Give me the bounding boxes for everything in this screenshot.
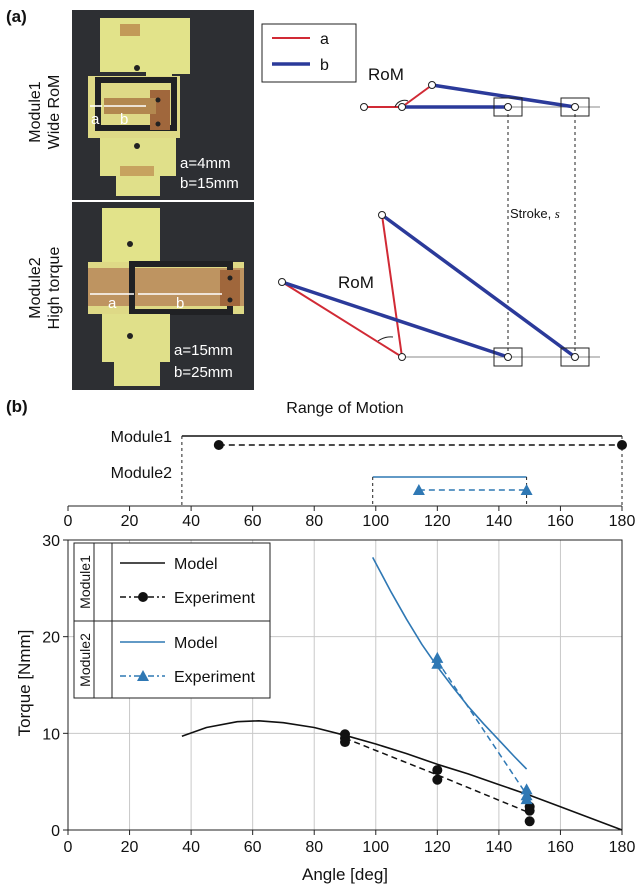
stroke-label: Stroke, s [510, 206, 560, 221]
top-x-tick-label: 0 [64, 513, 73, 530]
legend-a-label: a [320, 31, 329, 48]
module1-dim-b: b=15mm [180, 175, 239, 192]
module1-experiment-point [432, 765, 443, 776]
x-tick-label: 80 [305, 839, 323, 856]
mechanism-diagram: RoM RoM Stroke, s [278, 65, 600, 367]
module1-photo: a b a=4mm b=15mm [72, 10, 254, 200]
legend-group-module2: Module2 [77, 633, 93, 687]
module2-b-mark: b [176, 295, 184, 312]
module1-experiment-point [432, 774, 443, 785]
module2-name-line1: Module2 [27, 257, 44, 318]
module1-row-label: Module1 Wide RoM [27, 75, 63, 150]
module1-name-line2: Wide RoM [46, 75, 63, 150]
module2-photo: a b a=15mm b=25mm [72, 202, 254, 390]
x-tick-label: 0 [64, 839, 73, 856]
rom-chart-title: Range of Motion [286, 400, 403, 417]
top-x-tick-label: 60 [244, 513, 262, 530]
slider-block [560, 347, 590, 367]
link-legend: a b [261, 23, 357, 83]
rom-module2-exp-marker [412, 484, 425, 495]
module1-b-mark: b [120, 111, 128, 128]
module1-experiment-point [340, 737, 350, 748]
rom-arc-top [394, 99, 409, 108]
x-tick-label: 180 [609, 839, 636, 856]
y-tick-label: 20 [42, 630, 60, 647]
module1-name-line1: Module1 [27, 81, 44, 142]
panel-b-label: (b) [6, 397, 28, 416]
x-tick-label: 60 [244, 839, 262, 856]
module2-experiment-point [520, 783, 533, 795]
module1-a-mark: a [91, 111, 100, 128]
top-x-tick-label: 180 [609, 513, 636, 530]
module1-model-line [181, 719, 623, 831]
module1-experiment-point [524, 805, 535, 816]
plot-frame [67, 539, 623, 831]
legend-m1-exp-marker [138, 592, 148, 602]
plot-legend: Module1 Module2 Model Experiment Model E… [73, 542, 271, 699]
slider-block [560, 97, 590, 117]
rom-plot: 0 20 40 60 80 100 120 140 160 180 [64, 435, 636, 530]
x-tick-label: 140 [486, 839, 513, 856]
x-tick-label: 160 [547, 839, 574, 856]
legend-m2-exp-label: Experiment [174, 669, 255, 686]
slider-block [493, 97, 523, 117]
y-tick-label: 30 [42, 533, 60, 550]
module2-experiment-point [431, 651, 444, 663]
rom-row-module2: Module2 [111, 465, 172, 482]
module2-experiment-point [520, 793, 533, 805]
rom-module1-exp-marker [213, 440, 224, 450]
rom-label-bottom: RoM [338, 273, 374, 292]
top-x-tick-label: 120 [424, 513, 451, 530]
top-x-tick-label: 140 [486, 513, 513, 530]
legend-m1-exp-label: Experiment [174, 590, 255, 607]
module2-a-mark: a [108, 295, 117, 312]
rom-module2-exp-marker [520, 484, 533, 495]
plot-axes: 0 20 40 60 80 100 120 140 160 180 0 10 20 30 [42, 533, 635, 856]
module2-row-label: Module2 High torque [27, 247, 63, 330]
top-x-tick-label: 80 [305, 513, 323, 530]
legend-m2-exp-marker [137, 670, 149, 681]
top-x-tick-label: 40 [182, 513, 200, 530]
module2-model-line [371, 557, 528, 770]
module1-dim-a: a=4mm [180, 155, 230, 172]
x-tick-label: 20 [121, 839, 139, 856]
top-x-tick-label: 20 [121, 513, 139, 530]
legend-m1-model-label: Model [174, 556, 218, 573]
module2-experiment-line [436, 660, 528, 796]
module1-experiment-line [344, 737, 530, 814]
rom-module1-exp-marker [617, 440, 627, 450]
module2-dim-b: b=25mm [174, 364, 233, 381]
top-x-tick-label: 160 [547, 513, 574, 530]
y-axis-title: Torque [Nmm] [15, 630, 34, 737]
legend-group-module1: Module1 [77, 555, 93, 609]
rom-row-module1: Module1 [111, 429, 172, 446]
legend-m2-model-label: Model [174, 635, 218, 652]
top-x-tick-label: 100 [362, 513, 389, 530]
y-tick-label: 10 [42, 726, 60, 743]
y-tick-label: 0 [51, 823, 60, 840]
module2-experiment-point [431, 657, 444, 669]
rom-arc-bottom [377, 336, 394, 342]
legend-b-label: b [320, 57, 329, 74]
rom-label-top: RoM [368, 65, 404, 84]
module2-name-line2: High torque [46, 247, 63, 330]
module1-experiment-point [524, 816, 535, 827]
plot-series [181, 557, 623, 831]
x-tick-label: 120 [424, 839, 451, 856]
module2-dim-a: a=15mm [174, 342, 233, 359]
x-axis-title: Angle [deg] [302, 865, 388, 884]
panel-a-label: (a) [6, 7, 27, 26]
x-tick-label: 40 [182, 839, 200, 856]
slider-block [493, 347, 523, 367]
x-tick-label: 100 [362, 839, 389, 856]
